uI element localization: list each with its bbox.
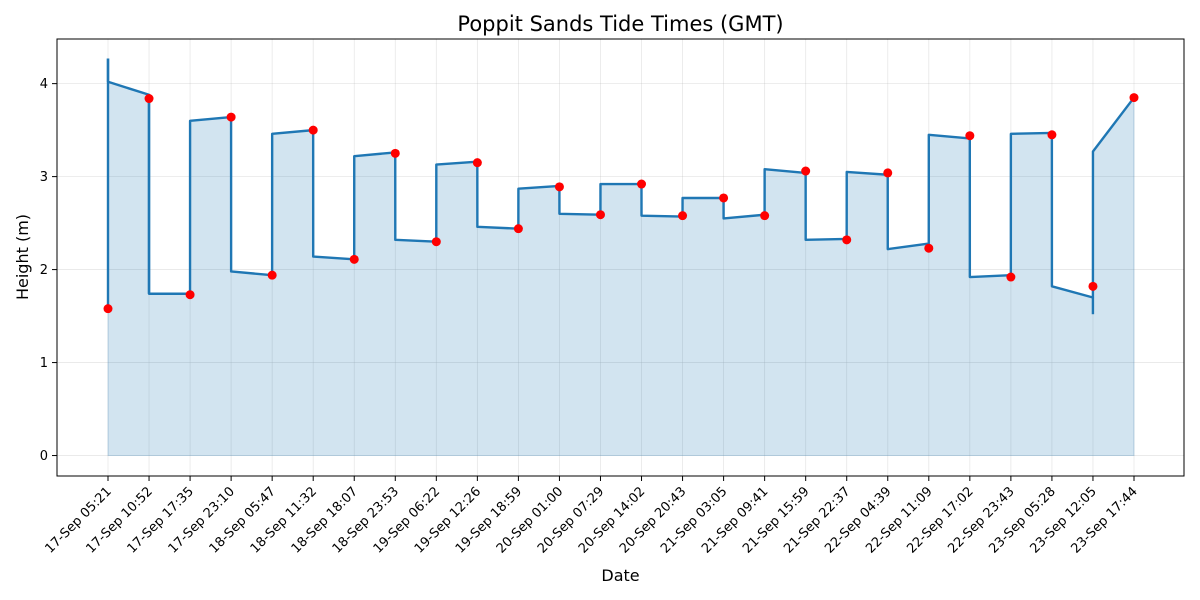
tide-marker bbox=[924, 243, 934, 253]
tide-marker bbox=[801, 166, 811, 176]
tide-marker bbox=[103, 304, 113, 314]
tide-marker bbox=[554, 182, 564, 192]
chart-title: Poppit Sands Tide Times (GMT) bbox=[457, 12, 783, 36]
tide-marker bbox=[965, 131, 975, 141]
y-tick-label: 3 bbox=[40, 170, 48, 185]
tide-marker bbox=[431, 237, 441, 247]
tide-marker bbox=[637, 179, 647, 189]
tide-marker bbox=[1006, 272, 1016, 282]
plot-frame bbox=[56, 38, 1185, 477]
tide-marker bbox=[185, 290, 195, 300]
series-line bbox=[106, 58, 1135, 299]
tide-marker bbox=[513, 224, 523, 234]
y-axis-ticks: 0 1 2 3 4 bbox=[40, 77, 57, 464]
tide-marker bbox=[760, 211, 770, 221]
point-layer bbox=[103, 93, 1139, 314]
y-tick-label: 0 bbox=[40, 449, 48, 464]
tide-marker bbox=[1129, 93, 1139, 103]
x-axis-label: Date bbox=[601, 566, 639, 585]
tide-marker bbox=[842, 235, 852, 245]
y-tick-label: 4 bbox=[40, 77, 48, 92]
tide-marker bbox=[472, 158, 482, 168]
tide-marker bbox=[390, 148, 400, 158]
tide-marker bbox=[1088, 281, 1098, 291]
tide-marker bbox=[144, 94, 154, 104]
tide-marker bbox=[1047, 130, 1057, 140]
tide-marker bbox=[883, 168, 893, 178]
line-layer bbox=[106, 58, 1135, 315]
y-axis-label: Height (m) bbox=[13, 214, 32, 300]
y-tick-label: 2 bbox=[40, 263, 48, 278]
tide-marker bbox=[226, 112, 236, 122]
tide-marker bbox=[349, 254, 359, 264]
tide-marker bbox=[719, 193, 729, 203]
tide-marker bbox=[308, 125, 318, 135]
tide-marker bbox=[595, 210, 605, 220]
y-tick-label: 1 bbox=[40, 356, 48, 371]
tide-marker bbox=[267, 270, 277, 280]
tide-marker bbox=[678, 211, 688, 221]
